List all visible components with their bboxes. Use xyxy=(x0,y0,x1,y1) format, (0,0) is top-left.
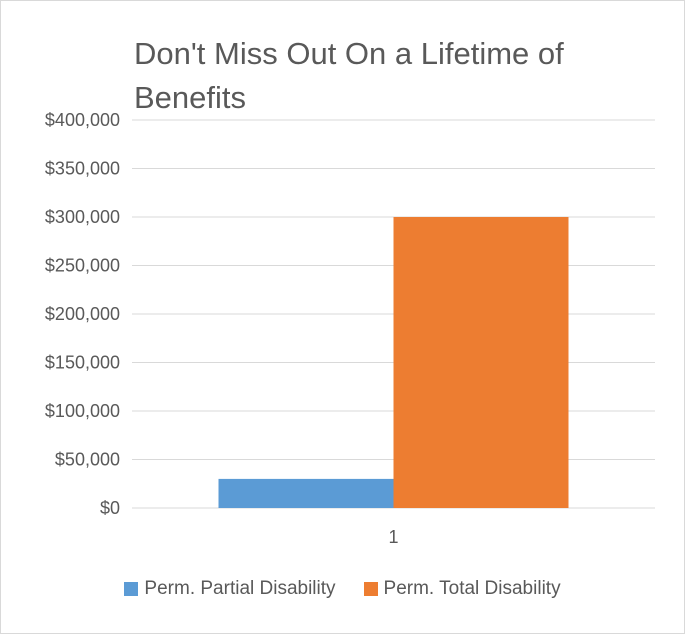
y-tick-label: $350,000 xyxy=(45,159,120,179)
y-tick-label: $200,000 xyxy=(45,304,120,324)
y-tick-label: $0 xyxy=(100,498,120,518)
legend-label: Perm. Partial Disability xyxy=(144,578,336,599)
legend-label: Perm. Total Disability xyxy=(383,578,561,599)
y-tick-label: $100,000 xyxy=(45,401,120,421)
y-tick-label: $300,000 xyxy=(45,207,120,227)
plot-area: $0 $50,000 $100,000 $150,000 $200,000 $250,00… xyxy=(45,110,655,547)
legend-item: Perm. Partial Disability xyxy=(124,578,336,600)
x-tick-label: 1 xyxy=(388,527,398,547)
y-tick-label: $250,000 xyxy=(45,256,120,276)
legend: Perm. Partial Disability Perm. Total Disa… xyxy=(0,578,685,600)
y-tick-label: $400,000 xyxy=(45,110,120,130)
legend-item: Perm. Total Disability xyxy=(363,578,561,600)
legend-swatch xyxy=(363,582,378,596)
bar-perm-total-disability xyxy=(393,217,569,508)
chart-title: Don't Miss Out On a Lifetime of Benefits xyxy=(134,36,564,115)
bar-perm-partial-disability xyxy=(218,478,394,508)
legend-swatch xyxy=(124,582,139,596)
y-tick-label: $50,000 xyxy=(55,450,120,470)
y-tick-label: $150,000 xyxy=(45,353,120,373)
